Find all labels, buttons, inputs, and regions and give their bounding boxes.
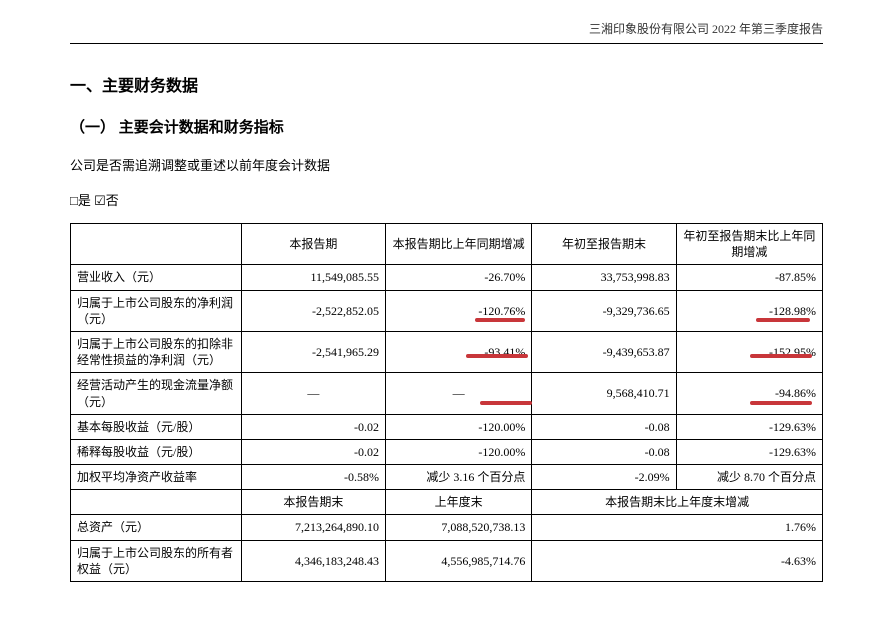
table-row: 归属于上市公司股东的净利润（元） -2,522,852.05 -120.76% … <box>71 290 823 331</box>
restatement-question: 公司是否需追溯调整或重述以前年度会计数据 <box>70 155 823 174</box>
highlight-underline <box>750 354 812 358</box>
col-header <box>71 224 242 265</box>
cell: -0.08 <box>532 439 676 464</box>
table-row: 加权平均净资产收益率 -0.58% 减少 3.16 个百分点 -2.09% 减少… <box>71 465 823 490</box>
cell: -2,522,852.05 <box>241 290 385 331</box>
col-header: 本报告期比上年同期增减 <box>386 224 532 265</box>
cell: -129.63% <box>676 414 822 439</box>
cell: 9,568,410.71 <box>532 373 676 414</box>
highlight-underline <box>750 401 812 405</box>
highlight-underline <box>480 401 532 405</box>
cell: 4,556,985,714.76 <box>386 540 532 581</box>
col-header: 本报告期末比上年度末增减 <box>532 490 823 515</box>
row-label: 总资产（元） <box>71 515 242 540</box>
cell: -94.86% <box>676 373 822 414</box>
col-header: 本报告期末 <box>241 490 385 515</box>
cell: -120.00% <box>386 439 532 464</box>
cell: -26.70% <box>386 265 532 290</box>
table-row: 基本每股收益（元/股） -0.02 -120.00% -0.08 -129.63… <box>71 414 823 439</box>
cell: 4,346,183,248.43 <box>241 540 385 581</box>
highlight-underline <box>466 354 528 358</box>
row-label: 归属于上市公司股东的所有者权益（元） <box>71 540 242 581</box>
cell: -2.09% <box>532 465 676 490</box>
col-header: 年初至报告期末比上年同期增减 <box>676 224 822 265</box>
table-row: 稀释每股收益（元/股） -0.02 -120.00% -0.08 -129.63… <box>71 439 823 464</box>
row-label: 营业收入（元） <box>71 265 242 290</box>
section-heading-1: 一、主要财务数据 <box>70 72 823 96</box>
cell: — <box>241 373 385 414</box>
highlight-underline <box>756 318 810 322</box>
col-header: 年初至报告期末 <box>532 224 676 265</box>
table-row: 经营活动产生的现金流量净额（元） — — 9,568,410.71 -94.86… <box>71 373 823 414</box>
cell: -87.85% <box>676 265 822 290</box>
table-row: 归属于上市公司股东的所有者权益（元） 4,346,183,248.43 4,55… <box>71 540 823 581</box>
cell: -0.58% <box>241 465 385 490</box>
cell: -4.63% <box>532 540 823 581</box>
cell: -120.76% <box>386 290 532 331</box>
cell: — <box>386 373 532 414</box>
cell: -0.02 <box>241 414 385 439</box>
table-header-row-b: 本报告期末 上年度末 本报告期末比上年度末增减 <box>71 490 823 515</box>
cell: 7,088,520,738.13 <box>386 515 532 540</box>
row-label: 归属于上市公司股东的扣除非经常性损益的净利润（元） <box>71 331 242 372</box>
cell: -129.63% <box>676 439 822 464</box>
cell: -9,329,736.65 <box>532 290 676 331</box>
cell: -152.95% <box>676 331 822 372</box>
row-label: 稀释每股收益（元/股） <box>71 439 242 464</box>
table-header-row-a: 本报告期 本报告期比上年同期增减 年初至报告期末 年初至报告期末比上年同期增减 <box>71 224 823 265</box>
cell: -93.41% <box>386 331 532 372</box>
row-label: 归属于上市公司股东的净利润（元） <box>71 290 242 331</box>
col-header: 上年度末 <box>386 490 532 515</box>
cell: 7,213,264,890.10 <box>241 515 385 540</box>
cell: -0.02 <box>241 439 385 464</box>
restatement-checkbox-line: □是 ☑否 <box>70 190 823 209</box>
cell: -0.08 <box>532 414 676 439</box>
highlight-underline <box>475 318 525 322</box>
table-row: 归属于上市公司股东的扣除非经常性损益的净利润（元） -2,541,965.29 … <box>71 331 823 372</box>
cell: -2,541,965.29 <box>241 331 385 372</box>
cell: -9,439,653.87 <box>532 331 676 372</box>
cell: 1.76% <box>532 515 823 540</box>
cell: -128.98% <box>676 290 822 331</box>
cell: 33,753,998.83 <box>532 265 676 290</box>
financial-table: 本报告期 本报告期比上年同期增减 年初至报告期末 年初至报告期末比上年同期增减 … <box>70 223 823 582</box>
table-row: 总资产（元） 7,213,264,890.10 7,088,520,738.13… <box>71 515 823 540</box>
cell: 减少 8.70 个百分点 <box>676 465 822 490</box>
cell: -120.00% <box>386 414 532 439</box>
row-label: 加权平均净资产收益率 <box>71 465 242 490</box>
col-header <box>71 490 242 515</box>
table-row: 营业收入（元） 11,549,085.55 -26.70% 33,753,998… <box>71 265 823 290</box>
section-heading-2: （一） 主要会计数据和财务指标 <box>70 116 823 137</box>
col-header: 本报告期 <box>241 224 385 265</box>
running-header: 三湘印象股份有限公司 2022 年第三季度报告 <box>70 20 823 44</box>
row-label: 经营活动产生的现金流量净额（元） <box>71 373 242 414</box>
row-label: 基本每股收益（元/股） <box>71 414 242 439</box>
cell: 11,549,085.55 <box>241 265 385 290</box>
cell: 减少 3.16 个百分点 <box>386 465 532 490</box>
